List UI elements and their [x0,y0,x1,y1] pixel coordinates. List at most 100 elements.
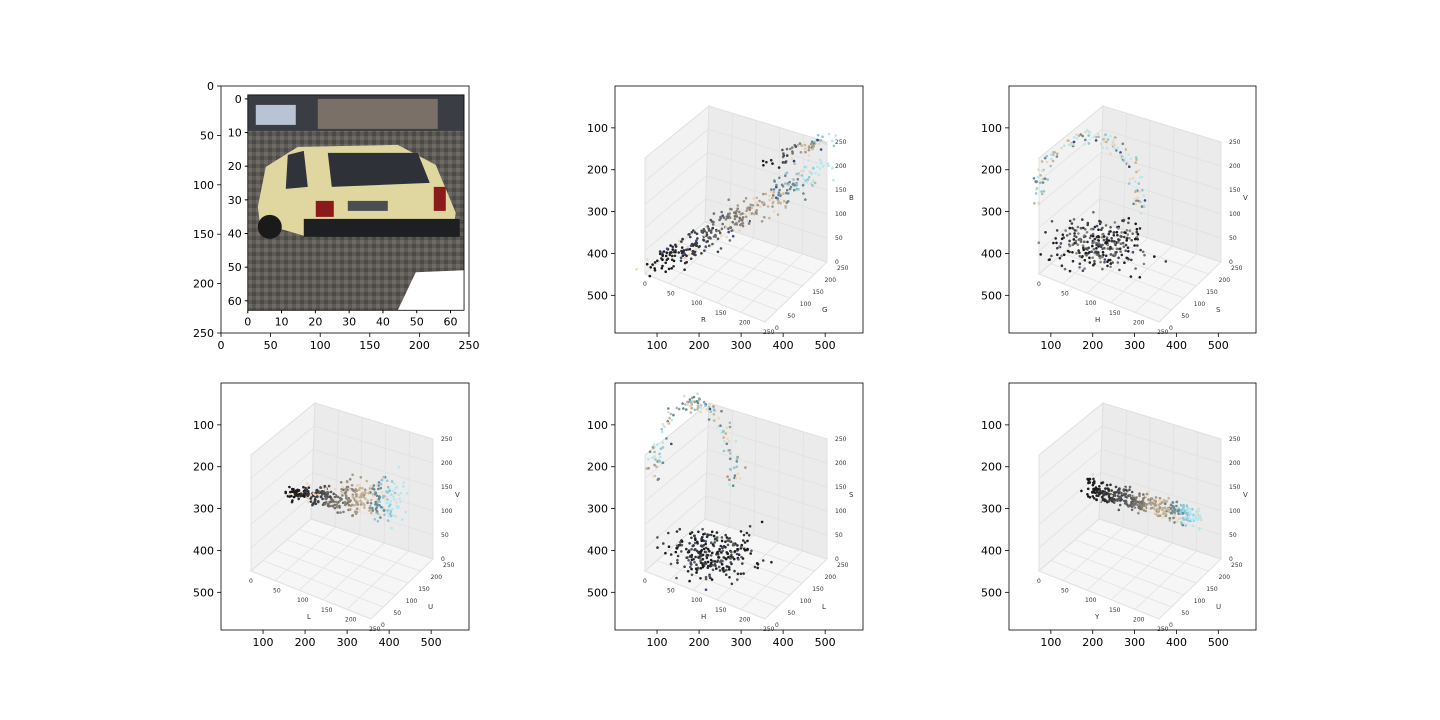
data-point [728,421,732,425]
data-point [651,456,654,460]
data-point [1128,485,1132,489]
data-point [1085,231,1089,234]
data-point [1087,246,1090,250]
panel-luv: 100 200 300 400 5001002003004005000005050501… [193,382,470,649]
lane-marking [397,270,465,311]
data-point [714,537,717,541]
data-point [695,232,699,236]
data-point [741,217,744,220]
data-point [742,533,746,537]
data-point [1106,264,1109,268]
grid-line [1196,134,1198,255]
grid-line [644,175,707,228]
data-point [1138,494,1141,498]
data-point [389,510,393,513]
data-point [1169,503,1173,507]
data-point [720,210,723,214]
data-point [771,201,775,205]
data-point [691,544,694,548]
data-point [730,553,733,557]
data-point [720,536,724,539]
x-tick-label: 150 [359,339,380,352]
axis-a-tick-label: 150 [1109,607,1121,614]
data-point [704,588,708,591]
data-point [729,226,733,229]
axis-c-tick-label: 200 [1229,460,1241,467]
axis-a-label: H [701,613,706,621]
data-point [791,146,794,149]
inner-x-tick-label: 60 [444,315,458,328]
data-point [1142,204,1146,207]
car-bumper [303,218,460,237]
data-point [1119,151,1122,154]
data-point [716,250,720,254]
data-point [1073,229,1077,232]
grid-line [644,198,707,252]
data-point [347,503,351,507]
data-point [1032,177,1036,180]
data-point [731,484,735,488]
data-point [670,442,673,446]
data-point [1091,232,1095,236]
grid-line [322,542,385,601]
axis-b-tick-label: 250 [1231,562,1243,569]
data-point [1173,508,1177,512]
data-point [645,262,649,266]
data-point [316,495,319,498]
data-point [655,465,658,469]
data-point [1128,494,1132,498]
data-point [669,412,673,416]
data-point [788,187,792,191]
data-point [703,234,706,237]
data-point [1071,226,1074,230]
data-point [663,425,666,429]
data-point [709,229,713,232]
data-point [700,230,704,234]
data-point [658,252,662,256]
data-point [1140,205,1144,208]
data-point [362,493,366,497]
y-tick-label: 100 [981,122,1002,135]
data-point [692,534,696,538]
grid-line [708,425,828,464]
grid-line [707,152,828,191]
data-point [777,193,780,197]
data-point [344,490,348,494]
data-point [1141,250,1145,254]
data-point [1088,256,1091,260]
data-point [656,443,659,446]
data-point [782,161,786,164]
grid-line [274,549,396,596]
data-point [1075,133,1078,136]
data-point [651,263,654,266]
data-point [1107,500,1110,503]
data-point [1199,516,1202,520]
point-cloud [645,392,773,591]
data-point [382,509,386,512]
data-point [1198,527,1201,530]
data-point [1084,138,1087,142]
data-point [335,503,339,507]
grid-line [408,431,410,552]
axis-a-tick-label: 200 [739,319,751,326]
data-point [1171,501,1174,504]
data-point [760,220,764,223]
data-point [390,480,394,483]
data-point [805,180,809,184]
grid-line [777,424,781,544]
y-tick-label: 400 [587,247,608,260]
data-point [291,499,294,502]
data-point [395,485,399,489]
data-point [1089,234,1093,237]
data-point [1055,229,1059,232]
data-point [356,484,360,487]
grid-line [1171,127,1175,247]
data-point [702,547,706,551]
data-point [1114,243,1117,247]
axis-b-tick-label: 50 [787,313,795,320]
data-point [1143,507,1146,510]
data-point [1111,143,1114,146]
data-point [708,402,712,406]
data-point [1177,509,1180,512]
axis-b-tick-label: 50 [393,610,401,617]
